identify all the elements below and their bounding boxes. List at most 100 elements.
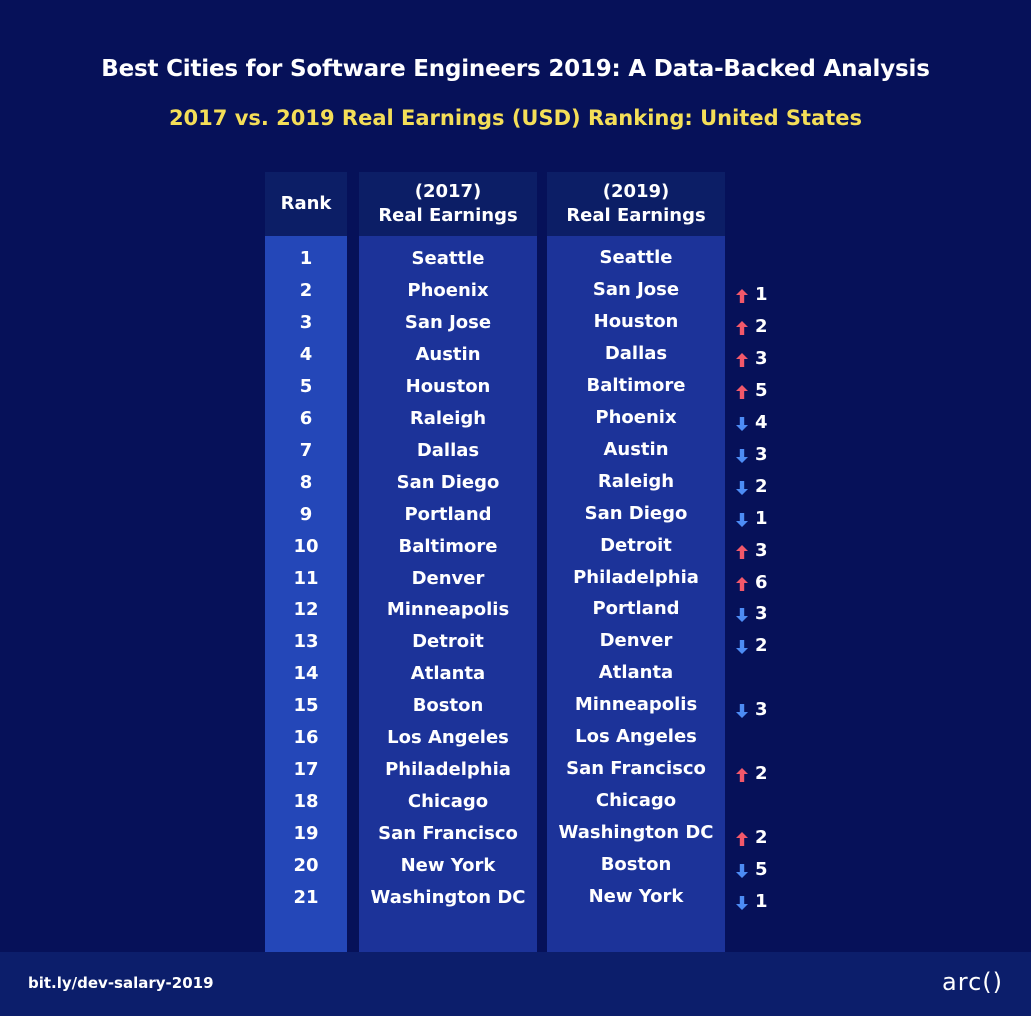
rank-cell: 2 [299,280,313,301]
rank-change: 3 [736,601,768,625]
earnings-2017-header-label: Real Earnings [378,205,518,226]
arrow-down-icon [736,479,748,495]
rank-change-value: 2 [755,762,768,784]
rank-cell: 14 [293,663,319,684]
arrow-down-icon [736,702,748,718]
rank-header-label: Rank [280,193,332,214]
rank-cell: 12 [293,599,319,620]
rank-change: 1 [736,506,768,530]
city-2019-cell: Raleigh [597,471,675,492]
arrow-down-icon [736,638,748,654]
city-2019-cell: Dallas [604,343,668,364]
city-2019-cell: Phoenix [595,407,677,428]
rank-change-value: 2 [755,634,768,656]
rank-cell: 4 [299,344,313,365]
city-2017-cell: Baltimore [398,536,498,557]
footer-link[interactable]: bit.ly/dev-salary-2019 [28,974,214,992]
city-2019-cell: Detroit [600,535,672,556]
arrow-up-icon [736,830,748,846]
rank-change-value: 3 [755,698,768,720]
city-2019-cell: Seattle [599,247,673,268]
city-2017-cell: Atlanta [410,663,486,684]
rank-change: 2 [736,314,768,338]
city-2017-cell: Chicago [407,791,489,812]
rank-cell: 8 [299,472,313,493]
earnings-2019-header-label: Real Earnings [566,205,706,226]
rank-change-value: 3 [755,347,768,369]
city-2017-cell: Philadelphia [385,759,511,780]
city-2019-cell: Atlanta [598,662,674,683]
city-2019-cell: Chicago [595,790,677,811]
rank-change-value: 1 [755,283,768,305]
city-2017-cell: Boston [412,695,484,716]
city-2017-cell: Minneapolis [386,599,510,620]
rank-cell: 6 [299,408,313,429]
city-2017-cell: Portland [404,504,492,525]
rank-change-value: 4 [755,411,768,433]
rank-cell: 7 [299,440,313,461]
city-2019-cell: San Francisco [566,758,706,779]
earnings-2019-header-year: (2019) [602,181,670,202]
city-2019-cell: Minneapolis [574,694,698,715]
earnings-2017-header-year: (2017) [414,181,482,202]
rank-change: 4 [736,410,768,434]
city-2019-cell: Boston [600,854,672,875]
rank-cell: 19 [293,823,319,844]
city-2019-cell: Los Angeles [575,726,697,747]
arrow-down-icon [736,415,748,431]
rank-cell: 20 [293,855,319,876]
city-2017-cell: San Diego [396,472,500,493]
arc-logo: arc() [942,968,1003,996]
rank-cell: 18 [293,791,319,812]
earnings-2017-column: (2017) Real Earnings Seattle Phoenix San J… [359,172,537,952]
page-subtitle: 2017 vs. 2019 Real Earnings (USD) Rankin… [168,106,863,130]
city-2019-cell: Denver [599,630,673,651]
city-2019-cell: Philadelphia [573,567,699,588]
arrow-up-icon [736,351,748,367]
city-2019-cell: New York [588,886,684,907]
rank-cell: 13 [293,631,319,652]
rank-change-value: 3 [755,443,768,465]
rank-change-value: 3 [755,539,768,561]
arrow-up-icon [736,383,748,399]
city-2017-cell: Raleigh [409,408,487,429]
city-2017-cell: Dallas [416,440,480,461]
rank-cell: 1 [299,248,313,269]
city-2019-cell: San Diego [584,503,688,524]
city-2017-cell: Houston [405,376,491,397]
rank-change: 5 [736,857,768,881]
rank-change-value: 6 [755,571,768,593]
earnings-2019-column: (2019) Real Earnings Seattle San Jose Hous… [547,172,725,952]
rank-change: 2 [736,761,768,785]
arrow-up-icon [736,543,748,559]
earnings-2019-header: (2019) Real Earnings [547,172,725,236]
page-title: Best Cities for Software Engineers 2019:… [101,56,930,82]
rank-change: 5 [736,378,768,402]
arrow-down-icon [736,606,748,622]
arrow-down-icon [736,447,748,463]
rank-cell: 3 [299,312,313,333]
city-2017-cell: Detroit [412,631,484,652]
footer: bit.ly/dev-salary-2019 arc() [0,952,1031,1016]
arrow-down-icon [736,894,748,910]
city-2019-cell: Washington DC [558,822,714,843]
city-2017-cell: New York [400,855,496,876]
rank-cell: 16 [293,727,319,748]
rank-change: 3 [736,346,768,370]
city-2017-cell: Los Angeles [387,727,509,748]
rank-change-value: 2 [755,475,768,497]
city-2019-cell: Houston [593,311,679,332]
rank-change: 3 [736,697,768,721]
city-2019-cell: Austin [603,439,669,460]
rank-cell: 15 [293,695,319,716]
rank-change-value: 5 [755,858,768,880]
city-2019-cell: Baltimore [586,375,686,396]
rank-cell: 17 [293,759,319,780]
arrow-up-icon [736,575,748,591]
rank-change: 3 [736,442,768,466]
rank-change-value: 2 [755,826,768,848]
rank-change-value: 1 [755,507,768,529]
rank-change: 2 [736,474,768,498]
rank-change: 1 [736,889,768,913]
rank-change-value: 3 [755,602,768,624]
